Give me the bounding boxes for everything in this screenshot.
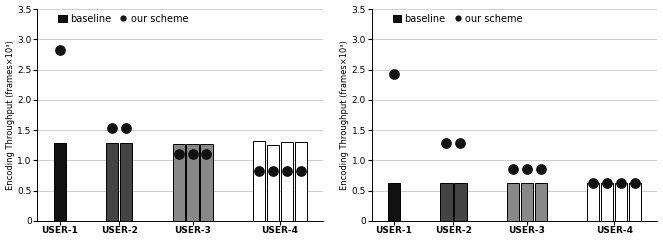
Point bbox=[441, 141, 452, 145]
Bar bbox=[629, 183, 641, 221]
Point bbox=[121, 126, 131, 130]
Bar bbox=[587, 183, 599, 221]
Y-axis label: Encoding Throughput (frames×10³): Encoding Throughput (frames×10³) bbox=[340, 40, 349, 190]
Point bbox=[508, 167, 518, 171]
Bar bbox=[294, 142, 307, 221]
Point bbox=[282, 169, 292, 173]
Legend: baseline, our scheme: baseline, our scheme bbox=[56, 12, 190, 26]
Bar bbox=[200, 144, 213, 221]
Bar bbox=[454, 183, 467, 221]
Point bbox=[455, 141, 465, 145]
Bar bbox=[54, 143, 66, 221]
Bar bbox=[120, 143, 132, 221]
Point bbox=[187, 152, 198, 156]
Point bbox=[254, 169, 265, 173]
Y-axis label: Encoding Throughput (frames×10³): Encoding Throughput (frames×10³) bbox=[5, 40, 15, 190]
Point bbox=[296, 169, 306, 173]
Bar bbox=[172, 144, 185, 221]
Legend: baseline, our scheme: baseline, our scheme bbox=[391, 12, 524, 26]
Bar bbox=[186, 144, 199, 221]
Point bbox=[268, 169, 278, 173]
Bar bbox=[267, 145, 279, 221]
Point bbox=[616, 181, 627, 185]
Bar bbox=[615, 183, 627, 221]
Bar bbox=[280, 142, 293, 221]
Bar bbox=[507, 183, 519, 221]
Bar bbox=[440, 183, 453, 221]
Point bbox=[389, 72, 399, 76]
Bar bbox=[601, 183, 613, 221]
Point bbox=[536, 167, 546, 171]
Bar bbox=[520, 183, 533, 221]
Point bbox=[522, 167, 532, 171]
Bar bbox=[106, 143, 118, 221]
Point bbox=[173, 152, 184, 156]
Point bbox=[54, 48, 65, 52]
Point bbox=[588, 181, 599, 185]
Point bbox=[107, 126, 117, 130]
Bar bbox=[388, 183, 400, 221]
Point bbox=[201, 152, 211, 156]
Point bbox=[602, 181, 613, 185]
Bar bbox=[534, 183, 547, 221]
Point bbox=[630, 181, 640, 185]
Bar bbox=[253, 141, 265, 221]
